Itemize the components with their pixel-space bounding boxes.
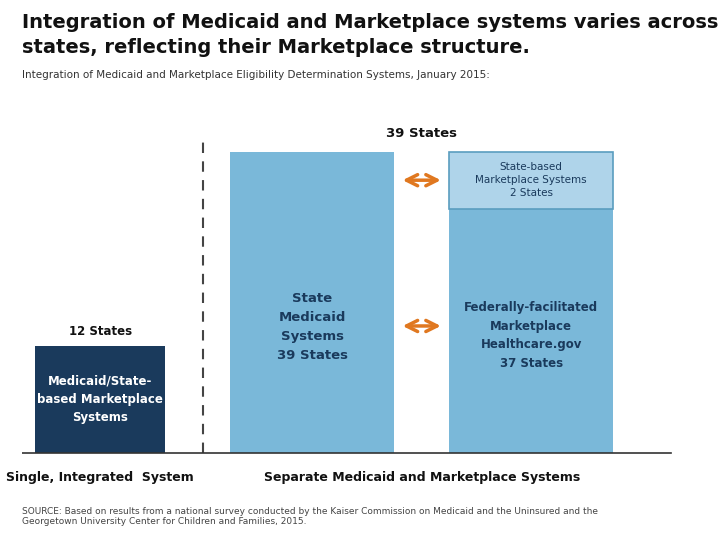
Text: THE HENRY: THE HENRY bbox=[644, 491, 677, 496]
Text: Single, Integrated  System: Single, Integrated System bbox=[6, 471, 194, 484]
Bar bbox=[449, 152, 613, 208]
Bar bbox=[35, 346, 166, 453]
Text: Separate Medicaid and Marketplace Systems: Separate Medicaid and Marketplace System… bbox=[264, 471, 580, 484]
Text: State-based
Marketplace Systems
2 States: State-based Marketplace Systems 2 States bbox=[475, 162, 587, 198]
Text: states, reflecting their Marketplace structure.: states, reflecting their Marketplace str… bbox=[22, 38, 529, 57]
Text: State
Medicaid
Systems
39 States: State Medicaid Systems 39 States bbox=[276, 292, 348, 361]
Bar bbox=[230, 152, 395, 453]
Text: 39 States: 39 States bbox=[386, 127, 457, 140]
Text: FOUNDATION: FOUNDATION bbox=[644, 525, 677, 530]
Text: Medicaid/State-
based Marketplace
Systems: Medicaid/State- based Marketplace System… bbox=[37, 375, 163, 424]
Text: FAMILY: FAMILY bbox=[638, 510, 683, 523]
Text: Integration of Medicaid and Marketplace systems varies across: Integration of Medicaid and Marketplace … bbox=[22, 14, 718, 32]
Text: KAISER: KAISER bbox=[636, 498, 685, 511]
Text: 12 States: 12 States bbox=[68, 325, 132, 338]
Text: SOURCE: Based on results from a national survey conducted by the Kaiser Commissi: SOURCE: Based on results from a national… bbox=[22, 507, 598, 526]
Text: Integration of Medicaid and Marketplace Eligibility Determination Systems, Janua: Integration of Medicaid and Marketplace … bbox=[22, 70, 490, 80]
Bar bbox=[449, 208, 613, 453]
Text: Federally-facilitated
Marketplace
Healthcare.gov
37 States: Federally-facilitated Marketplace Health… bbox=[464, 301, 598, 370]
